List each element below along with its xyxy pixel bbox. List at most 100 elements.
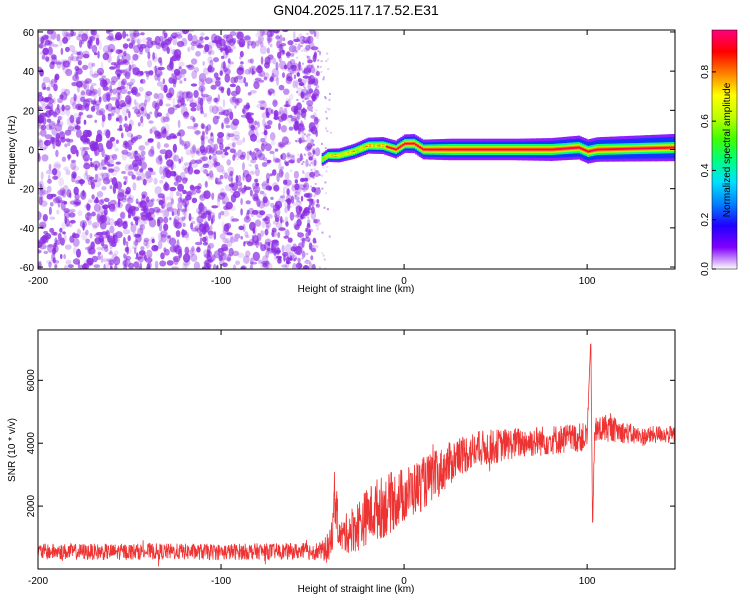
noise-blob (277, 51, 282, 59)
noise-blob (48, 120, 56, 130)
noise-blob (156, 81, 163, 87)
signal-cell (453, 148, 456, 151)
noise-blob (173, 68, 181, 76)
noise-blob (250, 159, 257, 164)
snr-x-axis-label: Height of straight line (km) (298, 584, 415, 595)
speckle (309, 129, 312, 132)
noise-blob (124, 99, 131, 109)
noise-blob (102, 236, 111, 243)
noise-blob (129, 64, 135, 70)
noise-blob (121, 102, 127, 107)
noise-blob (169, 186, 177, 192)
noise-blob (271, 109, 274, 114)
noise-blob (302, 75, 310, 79)
noise-blob (180, 106, 188, 116)
signal-cell (638, 147, 641, 150)
speckle (325, 117, 328, 120)
noise-blob (204, 44, 210, 53)
noise-blob (139, 102, 147, 111)
noise-blob (213, 160, 218, 168)
speckle (325, 170, 328, 173)
noise-blob (172, 152, 177, 161)
signal-cell (378, 144, 381, 147)
noise-blob (140, 150, 146, 156)
noise-blob (61, 221, 66, 230)
noise-blob (292, 62, 298, 68)
noise-blob (172, 255, 181, 263)
noise-blob (203, 190, 211, 200)
noise-blob (163, 32, 168, 38)
noise-blob (109, 249, 113, 254)
noise-blob (55, 139, 61, 147)
noise-blob (190, 222, 194, 230)
noise-blob (41, 47, 49, 55)
signal-cell (431, 148, 434, 151)
noise-blob (157, 240, 163, 250)
speckle (302, 171, 305, 174)
noise-blob (72, 258, 81, 265)
noise-blob (38, 211, 42, 221)
noise-blob (95, 110, 104, 116)
noise-blob (124, 68, 131, 78)
noise-blob (163, 223, 169, 231)
noise-blob (293, 170, 299, 179)
noise-blob (240, 208, 243, 216)
noise-blob (273, 116, 280, 120)
noise-blob (276, 40, 281, 49)
noise-blob (98, 40, 102, 50)
noise-blob (230, 236, 236, 244)
noise-blob (269, 43, 273, 48)
noise-blob (73, 198, 79, 208)
noise-blob (207, 242, 215, 249)
noise-blob (312, 93, 319, 99)
signal-cell (475, 148, 478, 151)
noise-blob (306, 148, 310, 152)
signal-cell (334, 154, 337, 156)
noise-blob (77, 210, 83, 217)
noise-blob (114, 263, 118, 269)
noise-blob (172, 35, 177, 39)
noise-blob (171, 73, 175, 78)
noise-blob (143, 237, 150, 243)
noise-blob (144, 94, 151, 103)
noise-blob (295, 79, 299, 88)
noise-blob (263, 76, 268, 81)
noise-blob (62, 36, 69, 44)
noise-blob (257, 73, 262, 77)
noise-blob (273, 110, 279, 117)
noise-blob (113, 256, 121, 266)
noise-blob (315, 70, 320, 77)
signal-cell (462, 148, 465, 151)
noise-blob (158, 154, 163, 161)
noise-blob (105, 129, 111, 139)
signal-cell (568, 147, 571, 150)
noise-blob (293, 214, 300, 218)
noise-blob (252, 185, 261, 194)
noise-blob (132, 231, 137, 238)
noise-blob (102, 177, 111, 185)
noise-blob (83, 80, 90, 84)
noise-blob (251, 40, 257, 49)
noise-blob (128, 262, 135, 269)
noise-blob (288, 126, 294, 131)
y-tick-label: 20 (23, 106, 35, 117)
noise-blob (259, 42, 264, 48)
noise-blob (44, 35, 49, 39)
noise-blob (102, 45, 111, 54)
noise-blob (221, 55, 225, 60)
noise-blob (107, 258, 112, 267)
noise-blob (48, 41, 54, 46)
noise-blob (149, 168, 154, 173)
noise-blob (224, 68, 231, 76)
noise-blob (102, 258, 109, 263)
noise-blob (124, 115, 128, 121)
speckle (300, 68, 303, 71)
noise-blob (100, 254, 104, 264)
noise-blob (264, 56, 271, 65)
speckle (320, 60, 323, 63)
noise-blob (95, 142, 100, 150)
noise-blob (276, 76, 279, 86)
noise-blob (117, 198, 121, 208)
noise-blob (74, 192, 80, 201)
noise-blob (183, 30, 188, 35)
